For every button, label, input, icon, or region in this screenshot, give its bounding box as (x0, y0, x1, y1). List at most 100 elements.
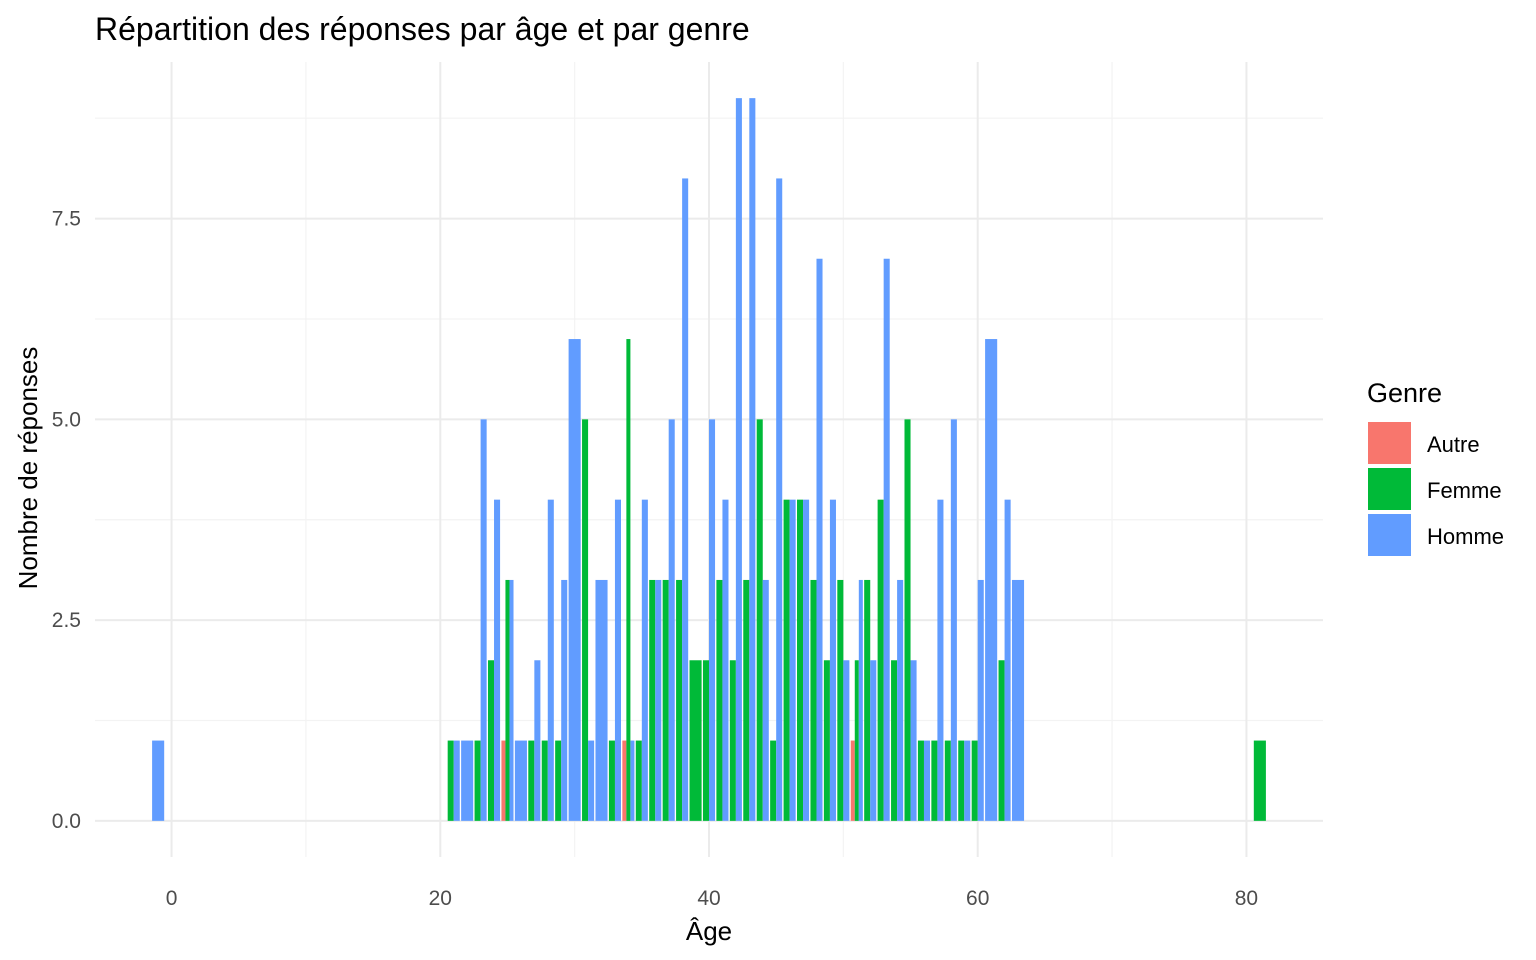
bar-femme-age-62 (998, 660, 1005, 821)
bar-homme-age-55 (910, 660, 917, 821)
legend-label-autre: Autre (1427, 432, 1480, 457)
bar-homme-age-46 (789, 499, 796, 821)
bar-femme-age-48 (810, 579, 817, 821)
bar-homme-age-63 (1011, 579, 1025, 821)
bar-homme-age-51 (858, 579, 863, 821)
bar-autre-age-51 (850, 740, 855, 821)
bar-femme-age-35 (635, 740, 642, 821)
legend-label-homme: Homme (1427, 524, 1504, 549)
bar-homme-age-22 (461, 740, 474, 821)
bar-femme-age-45 (770, 740, 777, 821)
bar-femme-age-38 (676, 579, 683, 821)
bar-femme-age-27 (528, 740, 535, 821)
bar-homme-age-33 (614, 499, 621, 821)
bar-femme-age-29 (555, 740, 562, 821)
bar-femme-age-31 (582, 419, 589, 821)
bar-femme-age-41 (716, 579, 723, 821)
bar-homme-age-58 (950, 419, 957, 821)
legend-key-femme (1368, 468, 1411, 510)
bar-homme-age-48 (816, 258, 823, 821)
bar-femme-age-24 (487, 660, 495, 821)
bar-femme-age-36 (649, 579, 656, 821)
bar-homme-age--1 (152, 740, 165, 821)
bar-homme-age-50 (843, 660, 850, 821)
bar-homme-age-30 (568, 339, 581, 821)
bar-homme-age-26 (514, 740, 527, 821)
bar-femme-age-47 (797, 499, 804, 821)
bar-homme-age-36 (655, 579, 662, 821)
bar-homme-age-45 (776, 178, 783, 821)
bar-femme-age-58 (944, 740, 951, 821)
bar-homme-age-62 (1004, 499, 1011, 821)
bar-femme-age-59 (958, 740, 965, 821)
bar-homme-age-41 (722, 499, 729, 821)
bar-homme-age-37 (668, 419, 675, 821)
bar-femme-age-55 (904, 419, 911, 821)
x-tick-label: 60 (966, 887, 989, 910)
bar-homme-age-54 (897, 579, 904, 821)
x-tick-label: 0 (166, 887, 178, 910)
bar-femme-age-42 (729, 660, 736, 821)
bar-femme-age-51 (854, 660, 859, 821)
bar-homme-age-59 (964, 740, 971, 821)
legend-key-autre (1368, 422, 1411, 464)
bar-femme-age-44 (756, 419, 763, 821)
bar-femme-age-57 (931, 740, 938, 821)
bar-femme-age-37 (662, 579, 669, 821)
bar-homme-age-56 (923, 740, 931, 821)
bar-homme-age-47 (803, 499, 810, 821)
y-axis-label: Nombre de réponses (13, 347, 43, 590)
bar-homme-age-44 (762, 579, 769, 821)
bar-homme-age-43 (749, 98, 756, 821)
bars (152, 98, 1266, 821)
x-tick-label: 20 (429, 887, 452, 910)
bar-femme-age-49 (823, 660, 830, 821)
bar-femme-age-34 (626, 339, 631, 821)
y-tick-label: 0.0 (52, 810, 81, 833)
legend-items: Autre Femme Homme (1368, 422, 1504, 556)
y-tick-labels: 0.0 2.5 5.0 7.5 (52, 208, 81, 833)
bar-femme-age-53 (877, 499, 884, 821)
bar-homme-age-32 (595, 579, 608, 821)
bar-femme-age-33 (608, 740, 615, 821)
bar-femme-age-43 (743, 579, 750, 821)
bar-homme-age-53 (883, 258, 890, 821)
bar-homme-age-25 (509, 579, 514, 821)
bar-homme-age-34 (630, 740, 635, 821)
bar-homme-age-35 (641, 499, 648, 821)
bar-autre-age-34 (622, 740, 627, 821)
bar-homme-age-23 (480, 419, 487, 821)
bar-homme-age-52 (870, 660, 877, 821)
bar-femme-age-60 (971, 740, 978, 821)
bar-homme-age-49 (829, 499, 836, 821)
bar-femme-age-54 (891, 660, 898, 821)
bar-femme-age-56 (917, 740, 924, 821)
x-tick-label: 80 (1235, 887, 1258, 910)
bar-femme-age-81 (1253, 740, 1266, 821)
bar-homme-age-28 (547, 499, 554, 821)
y-tick-label: 7.5 (52, 208, 81, 231)
y-tick-label: 5.0 (52, 408, 81, 431)
x-tick-label: 40 (697, 887, 720, 910)
bar-homme-age-21 (453, 740, 460, 821)
legend-key-homme (1368, 514, 1411, 556)
bar-femme-age-40 (702, 660, 709, 821)
bar-femme-age-23 (474, 740, 481, 821)
x-tick-labels: 0 20 40 60 80 (166, 887, 1258, 910)
bar-femme-age-25 (505, 579, 510, 821)
chart-title: Répartition des réponses par âge et par … (95, 11, 750, 47)
bar-homme-age-61 (985, 339, 998, 821)
bar-homme-age-24 (494, 499, 501, 821)
legend: Genre Autre Femme Homme (1367, 378, 1504, 556)
legend-label-femme: Femme (1427, 478, 1502, 503)
bar-homme-age-57 (937, 499, 944, 821)
bar-homme-age-29 (561, 579, 568, 821)
bar-femme-age-52 (864, 579, 871, 821)
y-tick-label: 2.5 (52, 609, 81, 632)
legend-title: Genre (1367, 378, 1442, 408)
bar-homme-age-27 (534, 660, 541, 821)
bar-femme-age-50 (837, 579, 844, 821)
bar-homme-age-31 (588, 740, 595, 821)
bar-homme-age-40 (709, 419, 716, 821)
